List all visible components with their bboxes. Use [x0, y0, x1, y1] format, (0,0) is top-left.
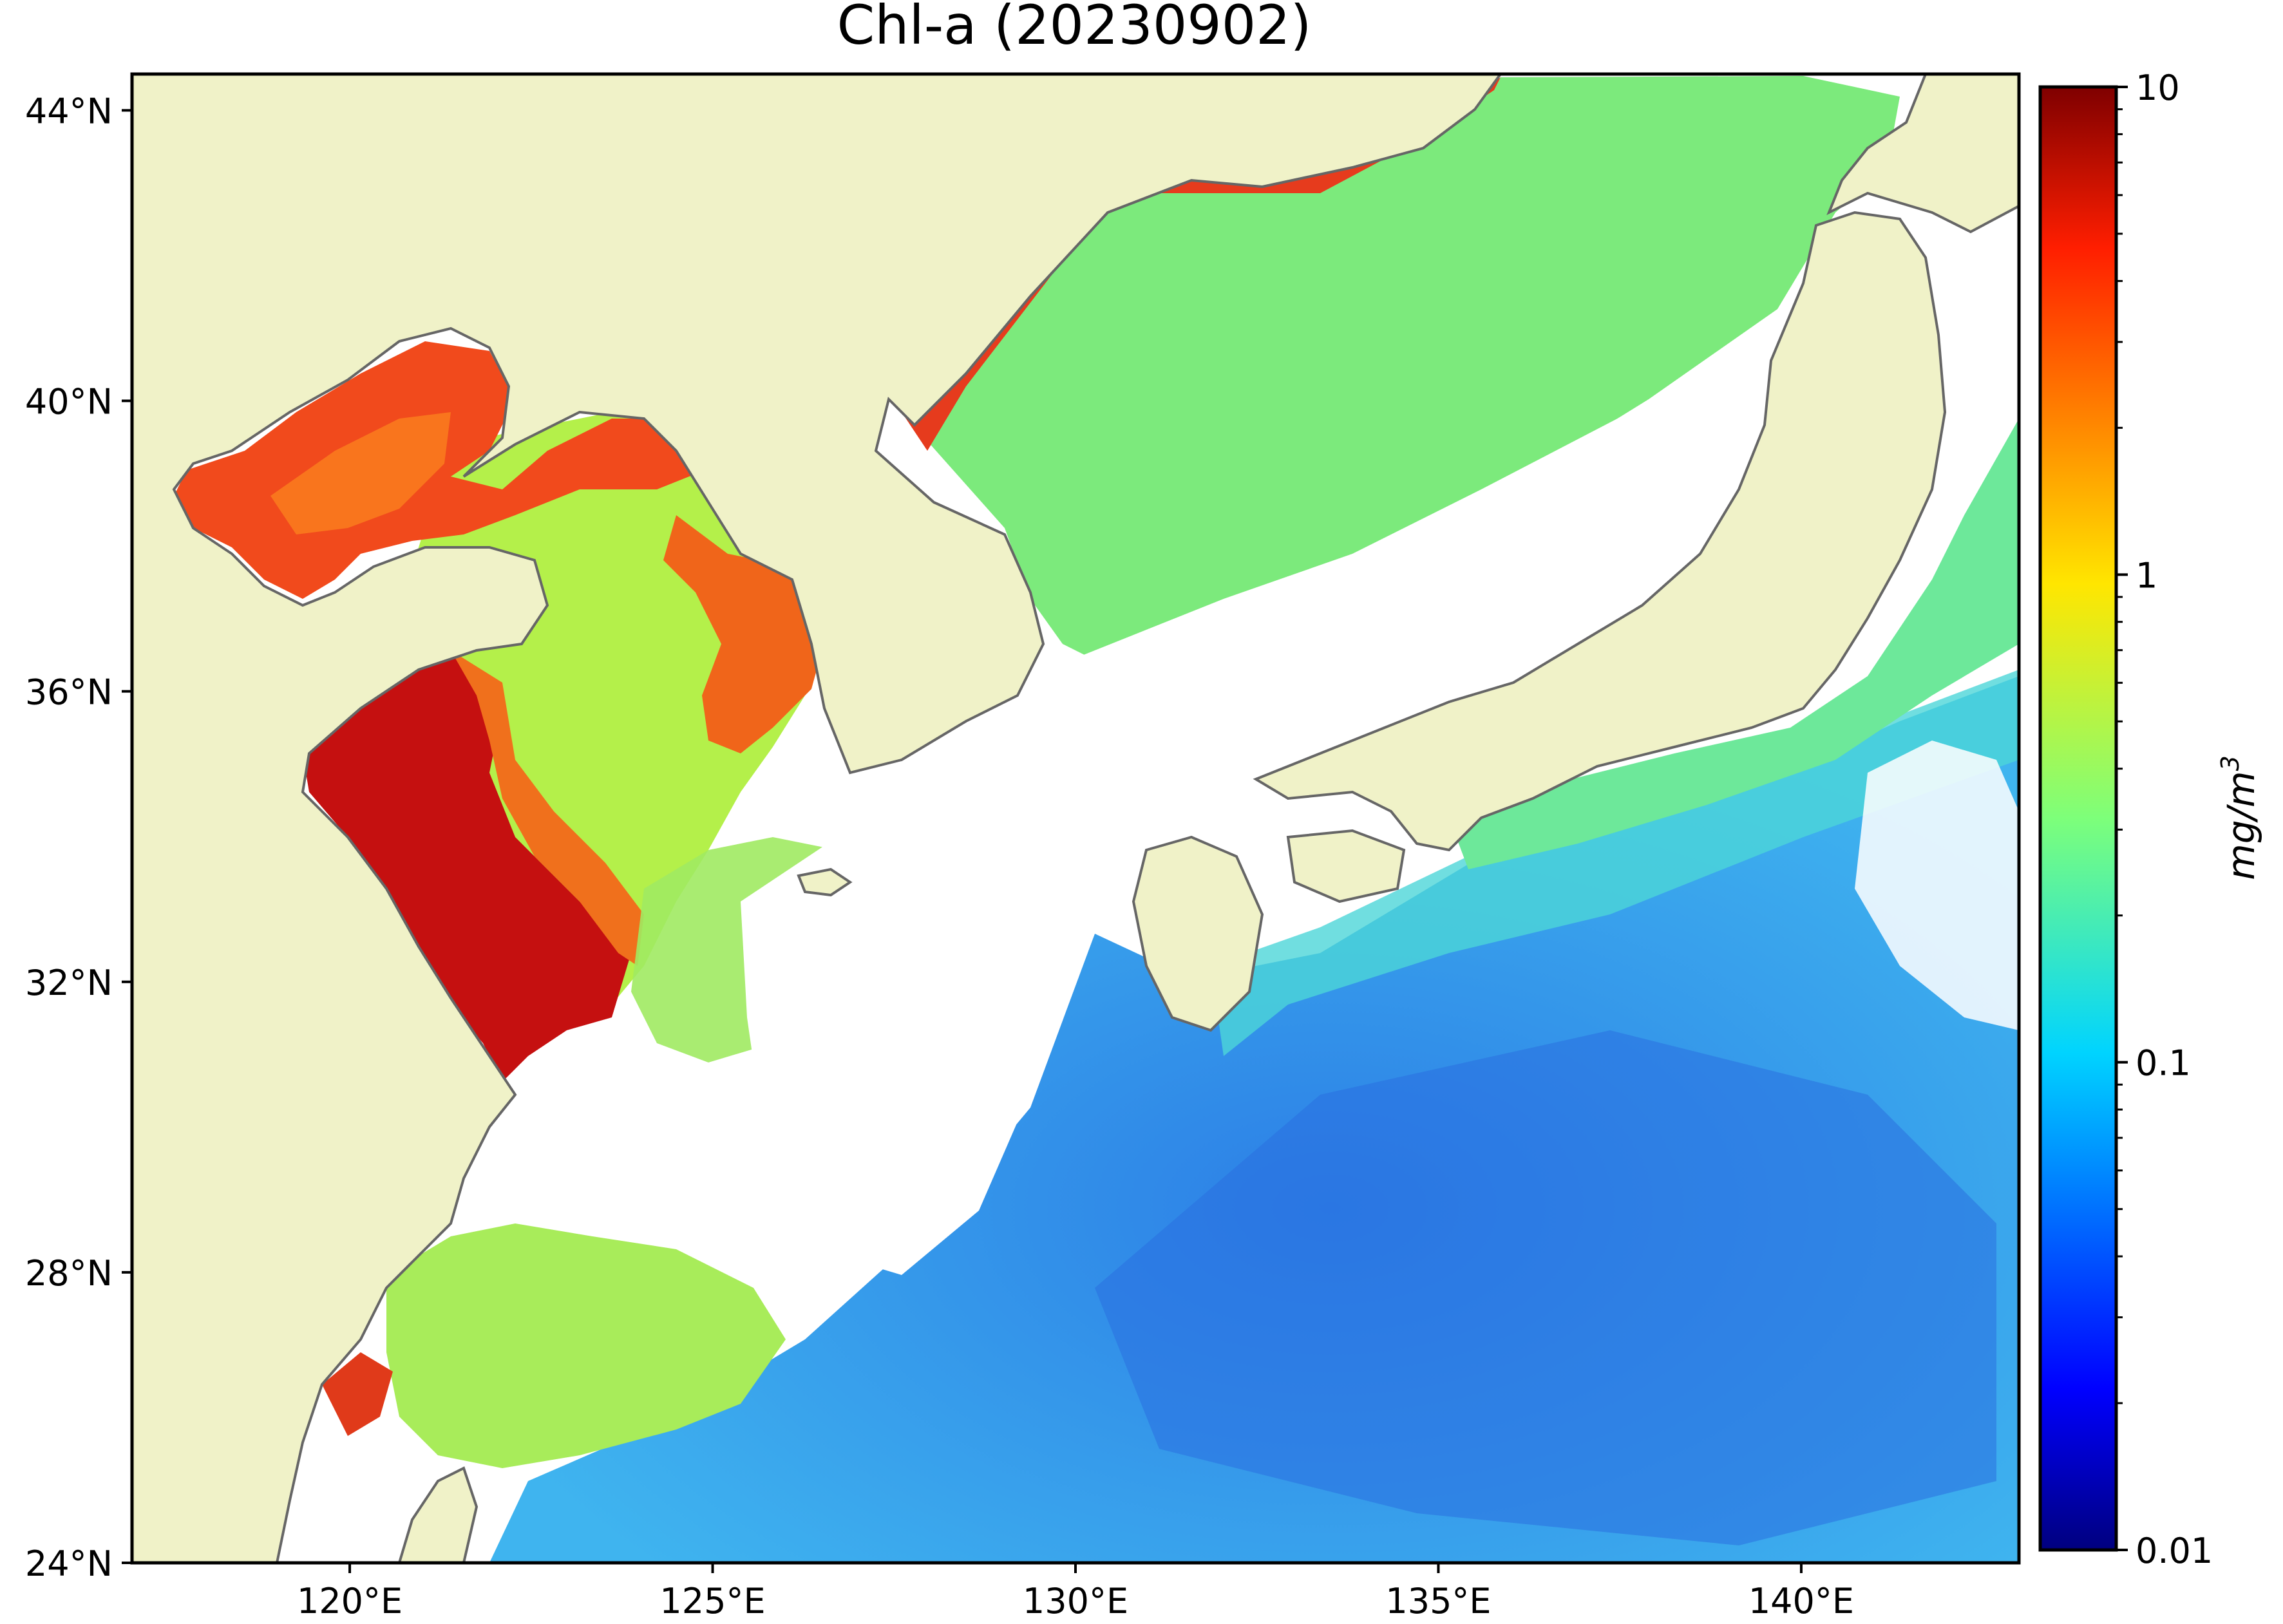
fujian-coast-red-patches [322, 1352, 393, 1436]
lon-tick-label: 135°E [1385, 1581, 1491, 1621]
lat-tick-label: 32°N [25, 963, 113, 1003]
land-mainland-north [132, 74, 1502, 1563]
lon-tick-label: 130°E [1023, 1581, 1128, 1621]
jiangsu-coast-orange-fringe [451, 650, 644, 966]
colorbar-gradient [2038, 85, 2118, 1552]
pacific-low-chl-core [1095, 1030, 1996, 1545]
lat-tick-label: 40°N [25, 382, 113, 422]
colorbar-tick-label: 0.01 [2136, 1531, 2213, 1571]
japan-pacific-coast-strip [1449, 419, 2019, 869]
lon-tick-label: 125°E [659, 1581, 765, 1621]
colorbar-unit-label: mg/m3 [2216, 755, 2263, 880]
bohai-sea-chl-field [174, 341, 721, 599]
colorbar-minor-ticks [2116, 108, 2123, 1404]
lat-tick-label: 44°N [25, 91, 113, 131]
colorbar: 10 1 0.1 0.01 mg/m3 [2038, 68, 2263, 1571]
sea-of-japan-coastal-red-band [902, 77, 1501, 451]
lon-tick-label: 140°E [1748, 1581, 1854, 1621]
jiangsu-coast-high-chl [303, 650, 631, 1082]
land-taiwan [397, 1466, 478, 1563]
colorbar-tick-label: 1 [2136, 555, 2157, 596]
colorbar-unit-base: mg/m [2219, 771, 2263, 880]
land-japan-hokkaido [1826, 74, 2019, 234]
lon-tick-label: 120°E [297, 1581, 403, 1621]
land-jeju [797, 867, 853, 897]
land-layer [132, 74, 2019, 1563]
cloud-mask-west [489, 1043, 773, 1236]
colorbar-tick-label: 10 [2136, 68, 2180, 108]
cloud-mask-central [741, 361, 1803, 1275]
latitude-axis: 24°N 28°N 32°N 36°N 40°N 44°N [25, 91, 132, 1584]
land-japan-kyushu [1132, 835, 1264, 1032]
land-japan-shikoku [1286, 829, 1406, 903]
lat-tick-label: 24°N [25, 1544, 113, 1584]
cloud-mask-east [1855, 741, 2019, 1030]
lat-tick-label: 28°N [25, 1253, 113, 1294]
colorbar-tick-label: 0.1 [2136, 1043, 2191, 1084]
land-japan-honshu [1253, 211, 1947, 852]
map-title: Chl-a (20230902) [837, 0, 1312, 57]
east-china-sea-shelf-field [386, 1223, 786, 1468]
colorbar-unit-exp: 3 [2216, 755, 2244, 771]
colorbar-ticks: 10 1 0.1 0.01 [2116, 68, 2213, 1571]
sea-of-japan-chl-field [902, 76, 1900, 676]
map-panel [132, 74, 2019, 1563]
bohai-sea-inner-orange [270, 412, 451, 534]
longitude-axis: 120°E 125°E 130°E 135°E 140°E [297, 1563, 1854, 1621]
lat-tick-label: 36°N [25, 672, 113, 713]
